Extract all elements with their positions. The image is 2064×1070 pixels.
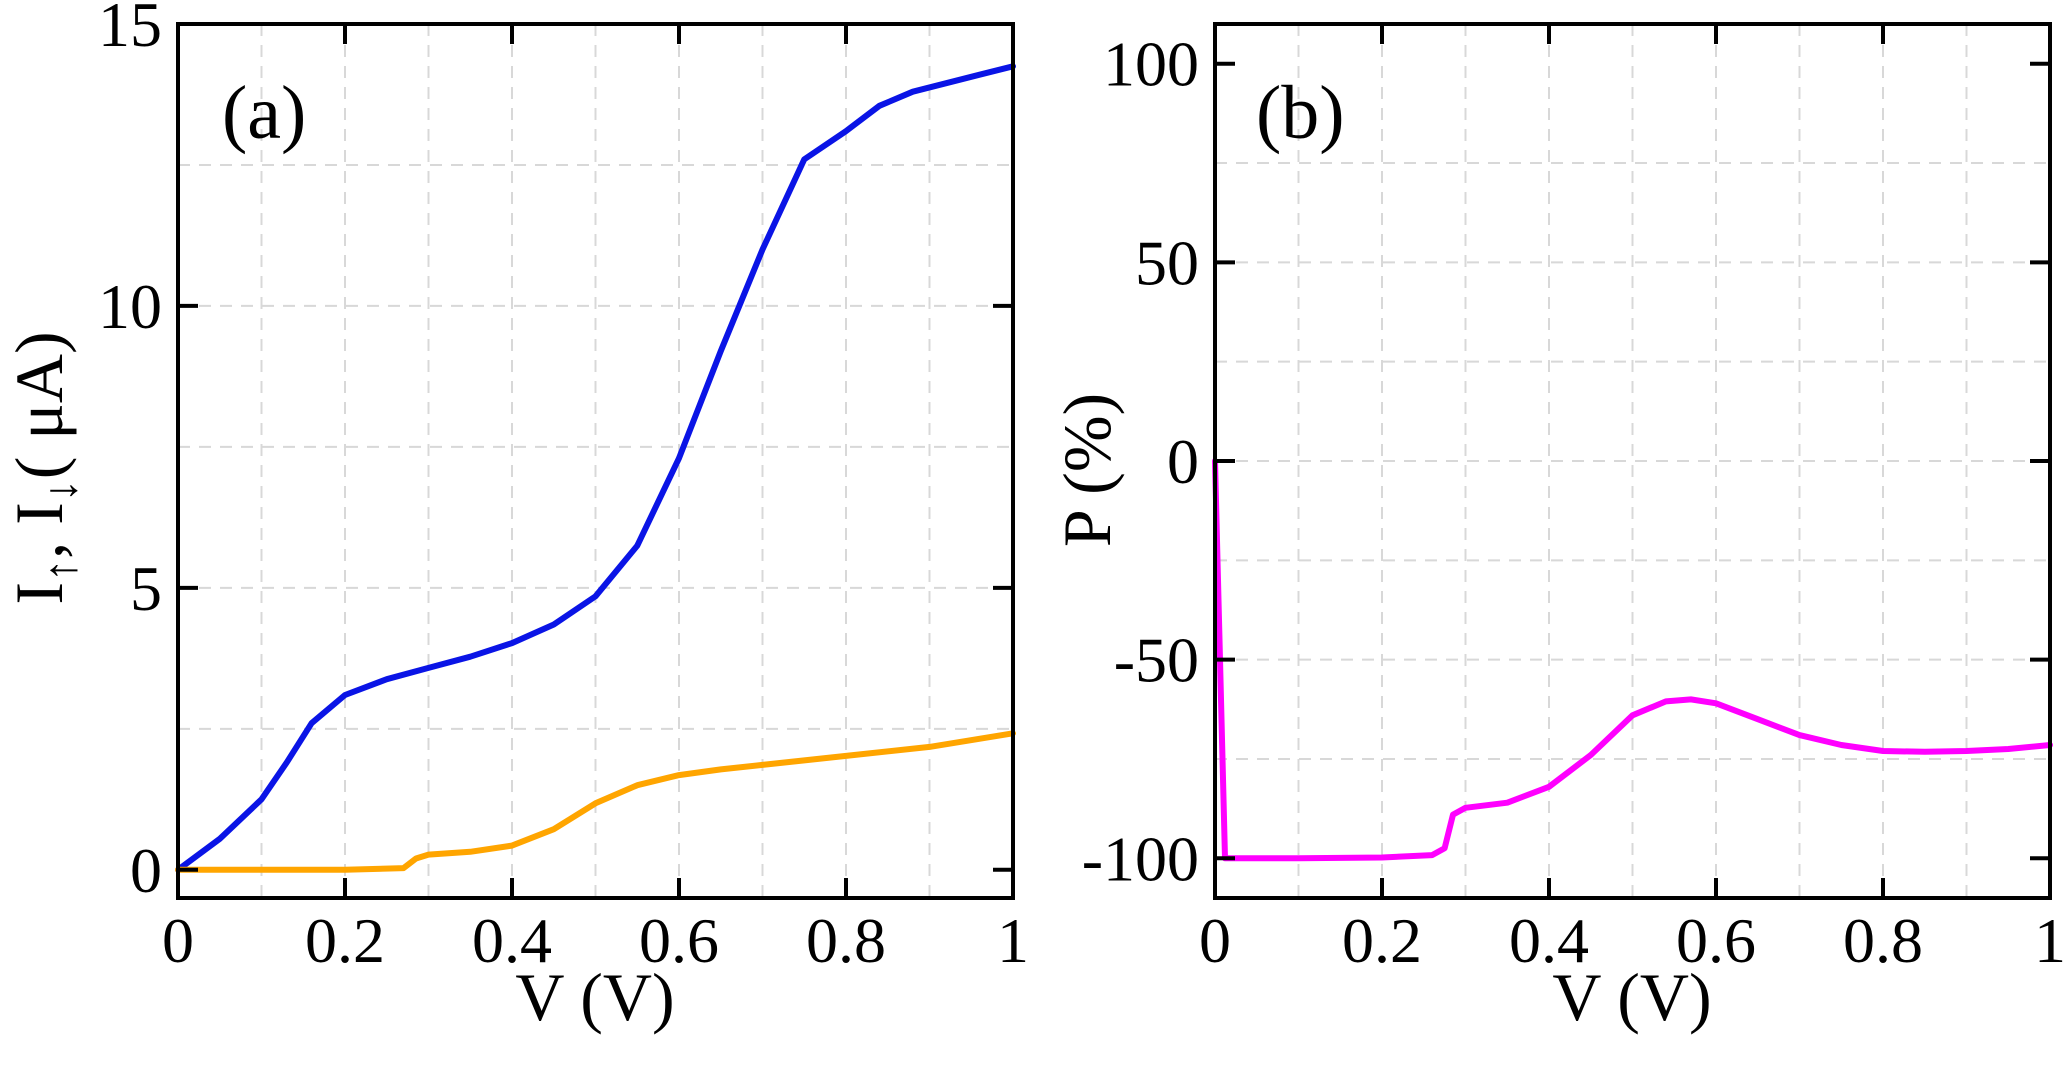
x-tick-label: 1: [2034, 905, 2064, 976]
series-line-i-down: [175, 730, 1016, 873]
panel-a-x-tick-labels: 0 0.2 0.4 0.6 0.8 1: [162, 905, 1029, 976]
panel-a-frame: [176, 22, 1015, 900]
panel-b-label: (b): [1256, 71, 1345, 155]
y-tick-label: 15: [98, 0, 162, 60]
y-title-i-down: I: [1, 502, 77, 525]
y-tick-label: 0: [130, 835, 162, 906]
panel-a-x-axis-title: V (V): [515, 959, 674, 1035]
x-tick-label: 0.6: [639, 905, 719, 976]
x-tick-label: 0.2: [1342, 905, 1422, 976]
y-title-down-arrow: ↓: [35, 479, 86, 502]
x-tick-label: 0.4: [1509, 905, 1589, 976]
series-line-i-up: [175, 63, 1016, 873]
x-tick-label: 1: [997, 905, 1029, 976]
panel-b-x-axis-title: V (V): [1552, 959, 1711, 1035]
panel-b-y-tick-labels: -100 -50 0 50 100: [1082, 29, 1199, 895]
y-tick-label: -50: [1114, 625, 1199, 696]
panel-b-series: [1212, 458, 2053, 862]
y-title-separator: ,: [1, 525, 77, 559]
y-tick-label: -100: [1082, 823, 1199, 894]
panel-a-y-axis-title: I↑, I↓( μA): [1, 331, 86, 604]
x-tick-label: 0.8: [1843, 905, 1923, 976]
x-tick-label: 0: [162, 905, 194, 976]
panel-a-y-tick-labels: 0 5 10 15: [98, 0, 162, 906]
y-tick-label: 10: [98, 271, 162, 342]
series-line-p: [1212, 458, 2053, 862]
panel-b-y-axis-title: P (%): [1049, 393, 1125, 547]
panel-a-series: [175, 63, 1016, 873]
y-tick-label: 50: [1135, 227, 1199, 298]
y-title-up-arrow: ↑: [35, 559, 86, 582]
x-tick-label: 0.4: [472, 905, 552, 976]
panel-b-grid: [1215, 24, 2050, 898]
y-title-unit: ( μA): [1, 331, 77, 479]
y-tick-label: 5: [130, 553, 162, 624]
panel-a-label: (a): [222, 71, 306, 155]
panel-a-grid: [178, 24, 1013, 898]
x-tick-label: 0.8: [806, 905, 886, 976]
panel-b-ticks: [1213, 24, 2052, 898]
panel-b: 0 0.2 0.4 0.6 0.8 1 -100 -50 0 50 100 (b) V (V) P…: [1049, 22, 2064, 1035]
x-tick-label: 0.6: [1676, 905, 1756, 976]
panel-b-x-tick-labels: 0 0.2 0.4 0.6 0.8 1: [1199, 905, 2064, 976]
x-tick-label: 0: [1199, 905, 1231, 976]
x-tick-label: 0.2: [305, 905, 385, 976]
y-tick-label: 100: [1103, 29, 1199, 100]
panel-a-ticks: [176, 22, 1015, 898]
y-title-i-up: I: [1, 582, 77, 605]
y-tick-label: 0: [1167, 426, 1199, 497]
